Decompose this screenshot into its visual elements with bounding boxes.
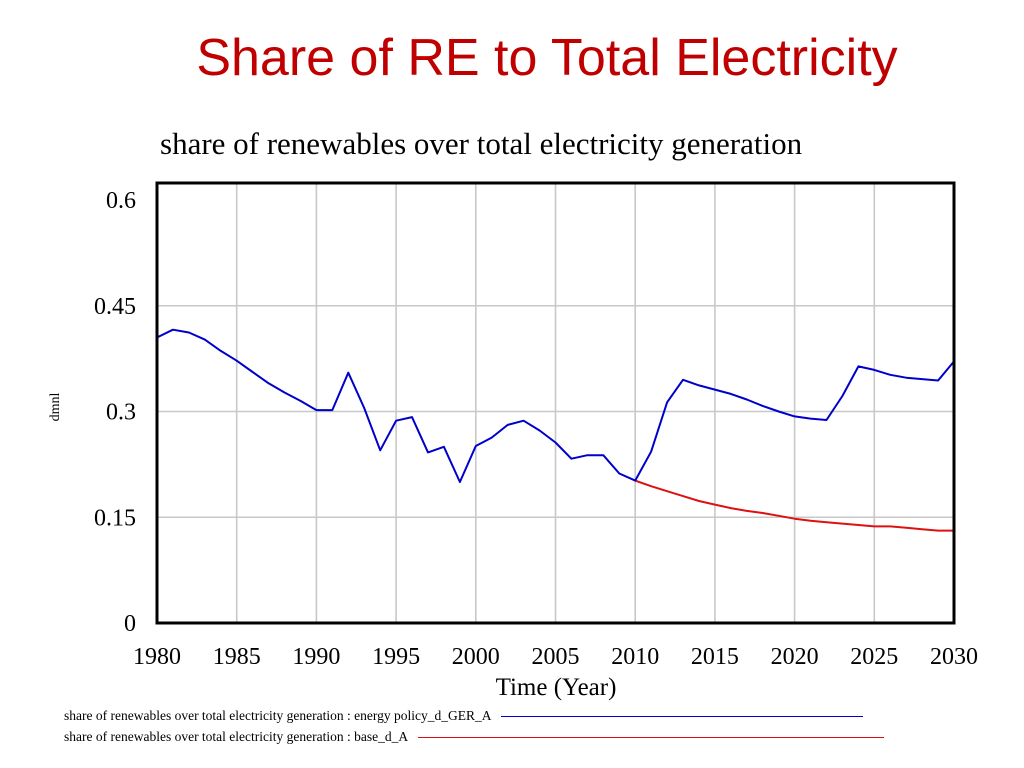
- x-tick-label: 2025: [850, 644, 898, 670]
- y-tick-label: 0.3: [106, 400, 136, 426]
- y-tick-label: 0: [124, 611, 136, 637]
- x-tick-label: 1985: [213, 644, 261, 670]
- legend-swatch-base: [418, 736, 885, 738]
- y-tick-label: 0.15: [94, 505, 136, 531]
- legend-item-energy-policy: share of renewables over total electrici…: [64, 707, 864, 725]
- y-axis-label: dmnl: [48, 393, 63, 422]
- series-line-base: [634, 479, 954, 532]
- x-tick-label: 2030: [930, 644, 978, 670]
- slide-title: Share of RE to Total Electricity: [196, 29, 898, 87]
- x-tick-label: 2005: [532, 644, 580, 670]
- series-lines: [156, 328, 955, 532]
- x-tick-label: 2000: [452, 644, 500, 670]
- x-axis-label: Time (Year): [496, 674, 617, 701]
- legend-item-base: share of renewables over total electrici…: [64, 728, 885, 746]
- y-tick-label: 0.45: [94, 294, 136, 320]
- x-tick-label: 2010: [611, 644, 659, 670]
- legend-swatch-energy-policy: [501, 715, 864, 717]
- legend-label-energy-policy: share of renewables over total electrici…: [64, 708, 492, 723]
- x-tick-labels: 1980 1985 1990 1995 2000 2005 2010 2015 2020 2025…: [133, 644, 978, 670]
- series-line-energy-policy: [156, 328, 955, 483]
- x-tick-label: 1980: [133, 644, 181, 670]
- chart-title: share of renewables over total electrici…: [160, 126, 803, 161]
- x-tick-label: 2020: [771, 644, 819, 670]
- legend-label-base: share of renewables over total electrici…: [64, 729, 409, 744]
- plot-frame: [155, 181, 956, 625]
- x-tick-label: 1990: [292, 644, 340, 670]
- x-tick-label: 2015: [691, 644, 739, 670]
- y-tick-labels: 0 0.15 0.3 0.45 0.6: [94, 188, 136, 637]
- x-tick-label: 1995: [372, 644, 420, 670]
- y-tick-label: 0.6: [106, 188, 136, 214]
- grid: [157, 183, 954, 623]
